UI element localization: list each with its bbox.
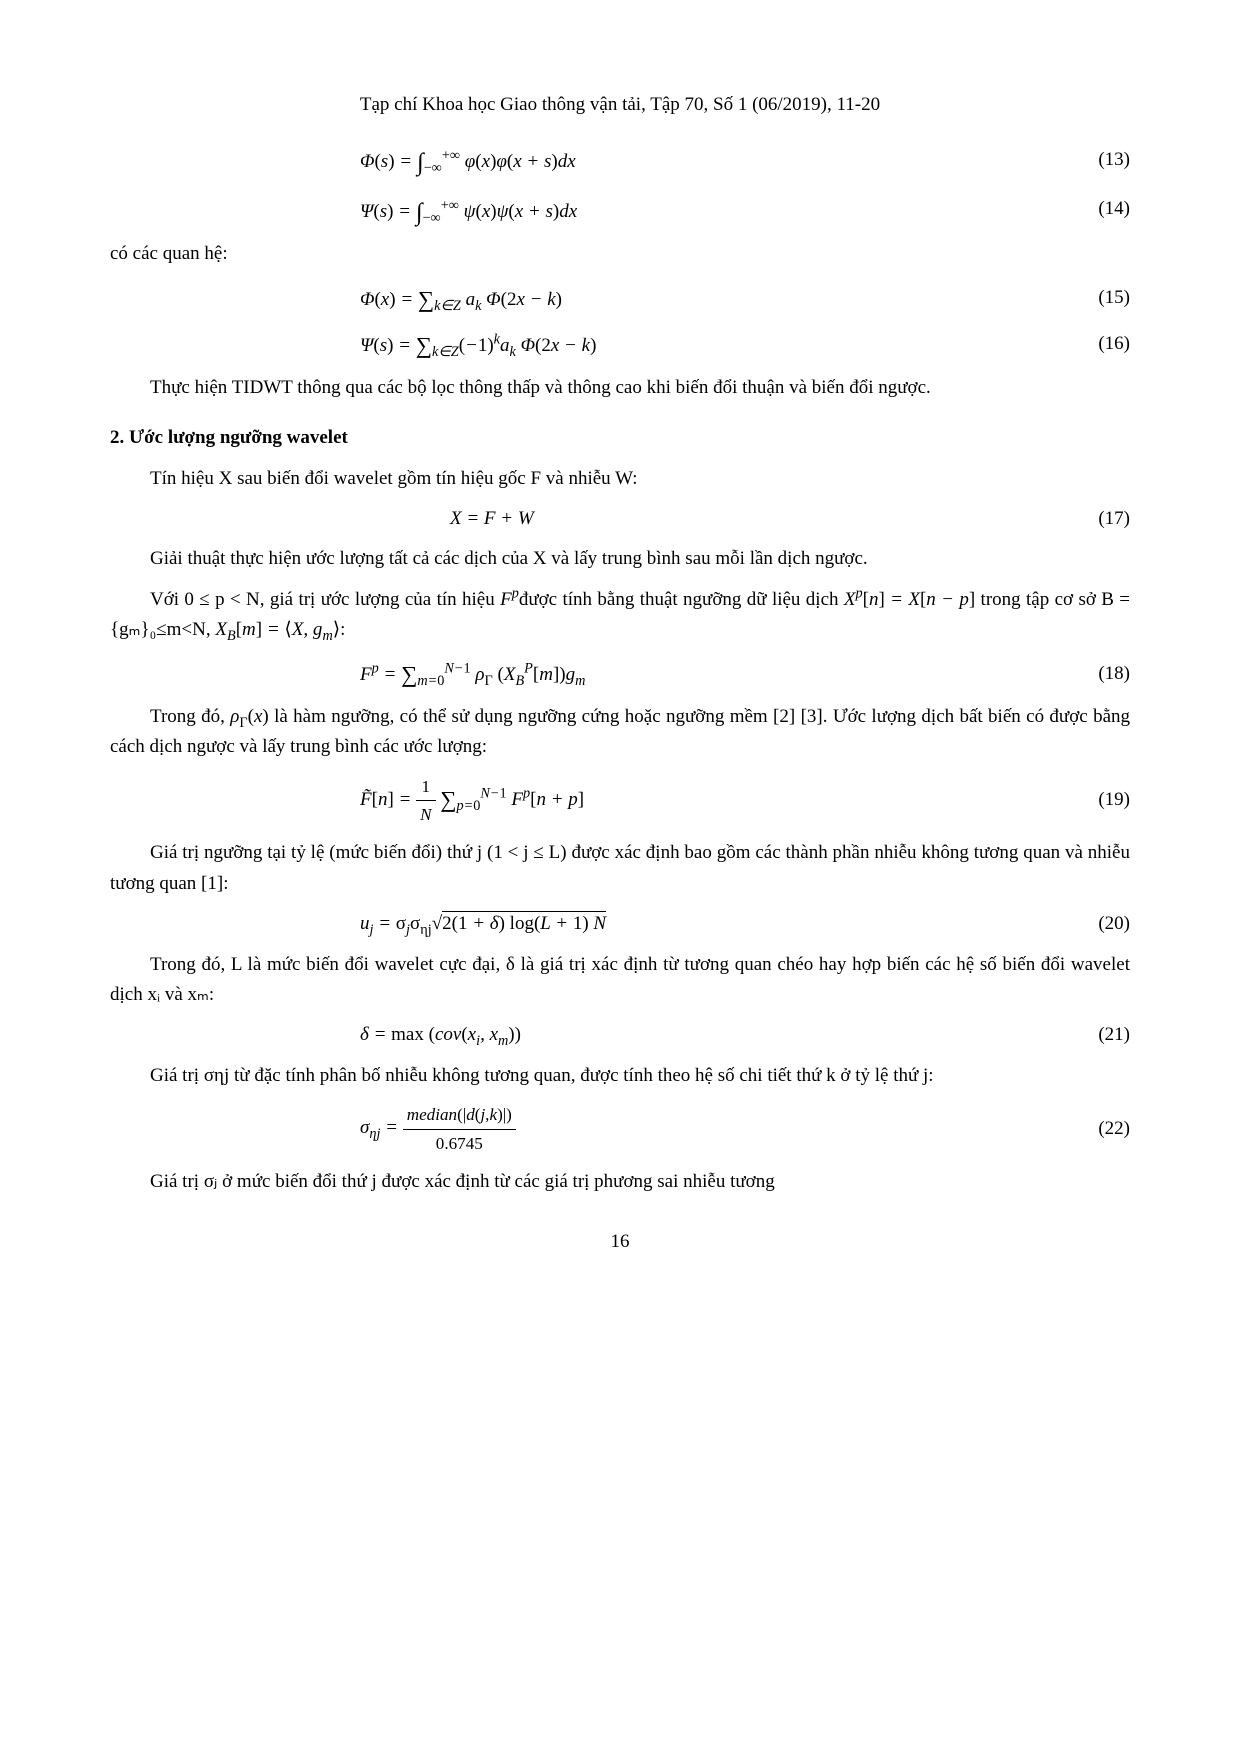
paragraph-signal: Tín hiệu X sau biến đổi wavelet gồm tín … [110,464,1130,494]
page-number: 16 [110,1227,1130,1257]
equation-15: Φ(x) = ∑k∈Z ak Φ(2x − k) (15) [110,280,1130,316]
equation-18: Fp = ∑m=0N−1 ρΓ (XBP[m])gm (18) [110,655,1130,691]
paragraph-tidwt: Thực hiện TIDWT thông qua các bộ lọc thô… [110,373,1130,403]
paragraph-estimation: Với 0 ≤ p < N, giá trị ước lượng của tín… [110,585,1130,646]
paragraph-sigma-eta: Giá trị σηj từ đặc tính phân bố nhiễu kh… [110,1061,1130,1091]
equation-19: F̃[n] = 1N ∑p=0N−1 Fp[n + p] (19) [110,773,1130,829]
equation-14: Ψ(s) = ∫−∞+∞ ψ(x)ψ(x + s)dx (14) [110,190,1130,230]
equation-16: Ψ(s) = ∑k∈Z(−1)kak Φ(2x − k) (16) [110,326,1130,362]
eq-number: (18) [1050,659,1130,689]
equation-22: σηj = median(|d(j,k)|)0.6745 (22) [110,1101,1130,1157]
eq-number: (14) [1050,194,1130,224]
equation-20: uj = σjσηj√2(1 + δ) log(L + 1) N (20) [110,909,1130,939]
equation-21: δ = max (cov(xi, xm)) (21) [110,1020,1130,1050]
paragraph-sigma-j: Giá trị σⱼ ở mức biến đổi thứ j được xác… [110,1167,1130,1197]
eq-number: (22) [1050,1114,1130,1144]
equation-17: X = F + W (17) [110,504,1130,534]
paragraph-threshold-value: Giá trị ngưỡng tại tỷ lệ (mức biến đổi) … [110,838,1130,899]
equation-13: Φ(s) = ∫−∞+∞ φ(x)φ(x + s)dx (13) [110,140,1130,180]
eq-number: (16) [1050,329,1130,359]
text: Tín hiệu X sau biến đổi wavelet gồm tín … [150,468,638,489]
journal-header: Tạp chí Khoa học Giao thông vận tải, Tập… [110,90,1130,120]
eq-number: (19) [1050,785,1130,815]
paragraph-delta: Trong đó, L là mức biến đổi wavelet cực … [110,950,1130,1011]
eq-number: (13) [1050,145,1130,175]
eq-number: (17) [1050,504,1130,534]
page-content: Tạp chí Khoa học Giao thông vận tải, Tập… [0,0,1240,1318]
paragraph-algorithm: Giải thuật thực hiện ước lượng tất cả cá… [110,544,1130,574]
text-relation: có các quan hệ: [110,239,1130,269]
paragraph-threshold-fn: Trong đó, ρΓ(x) là hàm ngưỡng, có thể sử… [110,702,1130,763]
section-heading-2: 2. Ước lượng ngưỡng wavelet [110,423,1130,453]
eq-number: (15) [1050,283,1130,313]
eq-number: (21) [1050,1020,1130,1050]
eq-number: (20) [1050,909,1130,939]
